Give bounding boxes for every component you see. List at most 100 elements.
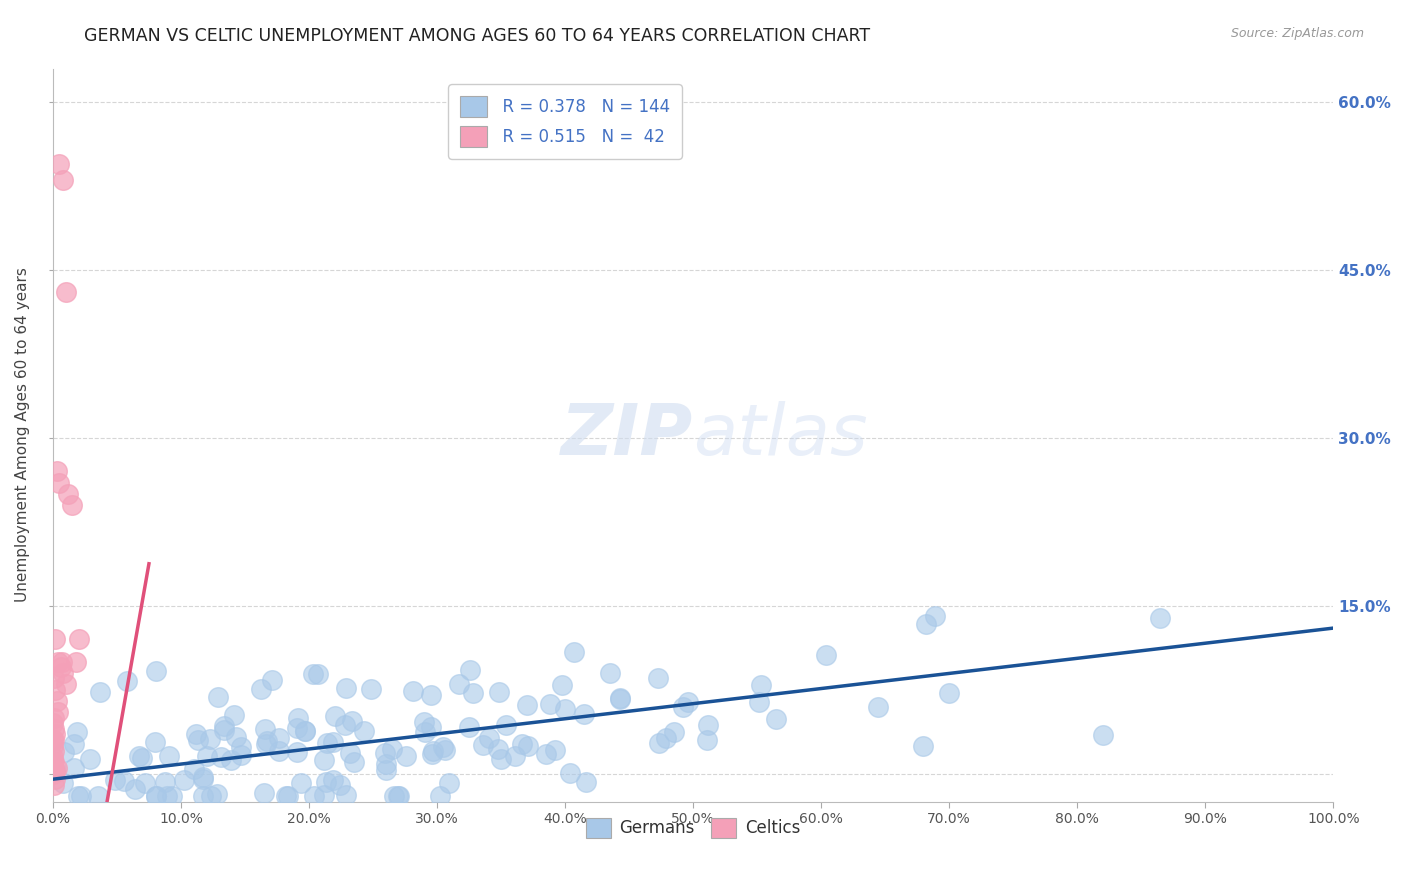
- Point: [79, 752, 101, 766]
- Point: [335, 789, 357, 803]
- Point: [42, 716, 65, 731]
- Text: ZIP: ZIP: [561, 401, 693, 469]
- Point: [461, 686, 484, 700]
- Point: [322, 735, 344, 749]
- Point: [515, 698, 537, 712]
- Point: [52, 173, 75, 187]
- Point: [662, 725, 685, 739]
- Point: [290, 776, 312, 790]
- Point: [510, 737, 533, 751]
- Point: [395, 748, 418, 763]
- Point: [156, 789, 179, 803]
- Point: [381, 741, 404, 756]
- Point: [44, 632, 66, 647]
- Point: [44, 722, 66, 736]
- Point: [115, 674, 138, 689]
- Point: [375, 756, 398, 771]
- Point: [458, 720, 481, 734]
- Point: [302, 789, 325, 803]
- Point: [173, 773, 195, 788]
- Point: [315, 775, 337, 789]
- Point: [86, 789, 108, 803]
- Point: [315, 736, 337, 750]
- Point: [183, 762, 205, 776]
- Point: [200, 732, 222, 747]
- Point: [382, 789, 405, 803]
- Point: [42, 764, 65, 779]
- Point: [229, 748, 252, 763]
- Point: [193, 789, 215, 803]
- Point: [314, 788, 336, 802]
- Point: [55, 285, 77, 300]
- Point: [374, 746, 396, 760]
- Point: [58, 487, 80, 501]
- Point: [388, 789, 411, 803]
- Point: [128, 748, 150, 763]
- Point: [672, 700, 695, 714]
- Point: [420, 747, 443, 761]
- Point: [42, 739, 65, 753]
- Point: [42, 765, 65, 780]
- Point: [312, 753, 335, 767]
- Point: [65, 655, 87, 669]
- Point: [402, 684, 425, 698]
- Point: [419, 688, 441, 702]
- Point: [387, 789, 409, 803]
- Point: [413, 725, 436, 739]
- Point: [554, 702, 576, 716]
- Point: [209, 749, 232, 764]
- Point: [44, 744, 66, 758]
- Point: [51, 655, 73, 669]
- Point: [124, 781, 146, 796]
- Point: [44, 733, 66, 747]
- Point: [294, 723, 316, 738]
- Point: [676, 695, 699, 709]
- Point: [413, 715, 436, 730]
- Point: [222, 708, 245, 723]
- Point: [89, 685, 111, 699]
- Point: [696, 718, 718, 732]
- Point: [1149, 611, 1171, 625]
- Point: [647, 736, 669, 750]
- Point: [250, 681, 273, 696]
- Text: GERMAN VS CELTIC UNEMPLOYMENT AMONG AGES 60 TO 64 YEARS CORRELATION CHART: GERMAN VS CELTIC UNEMPLOYMENT AMONG AGES…: [84, 27, 870, 45]
- Point: [447, 677, 470, 691]
- Point: [145, 789, 167, 803]
- Point: [42, 749, 65, 764]
- Point: [748, 695, 770, 709]
- Point: [269, 731, 291, 745]
- Point: [187, 733, 209, 747]
- Point: [143, 735, 166, 749]
- Point: [609, 692, 631, 706]
- Point: [285, 721, 308, 735]
- Point: [375, 763, 398, 777]
- Point: [285, 745, 308, 759]
- Point: [48, 156, 70, 170]
- Point: [55, 677, 77, 691]
- Point: [44, 763, 66, 777]
- Point: [131, 750, 153, 764]
- Point: [145, 789, 167, 803]
- Point: [63, 761, 86, 775]
- Point: [339, 746, 361, 760]
- Point: [214, 723, 236, 737]
- Point: [160, 789, 183, 803]
- Point: [609, 690, 631, 705]
- Point: [749, 678, 772, 692]
- Point: [44, 727, 66, 741]
- Text: atlas: atlas: [693, 401, 868, 469]
- Y-axis label: Unemployment Among Ages 60 to 64 years: Unemployment Among Ages 60 to 64 years: [15, 268, 30, 602]
- Point: [205, 787, 228, 801]
- Point: [307, 667, 329, 681]
- Point: [488, 685, 510, 699]
- Point: [814, 648, 837, 663]
- Point: [42, 761, 65, 775]
- Point: [60, 498, 83, 512]
- Point: [562, 645, 585, 659]
- Point: [42, 756, 65, 770]
- Point: [433, 743, 456, 757]
- Point: [134, 776, 156, 790]
- Point: [145, 665, 167, 679]
- Point: [360, 681, 382, 696]
- Point: [517, 739, 540, 753]
